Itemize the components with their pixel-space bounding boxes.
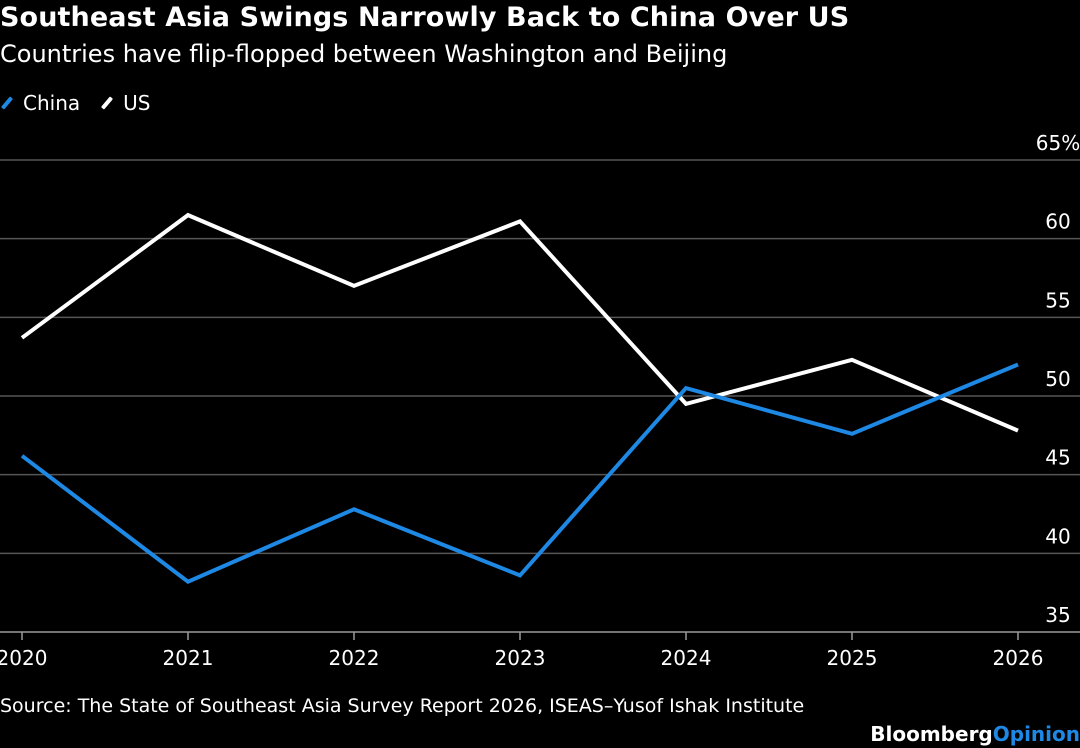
- x-tick-label: 2023: [495, 646, 546, 670]
- y-tick-label: 45: [1045, 446, 1070, 470]
- brand-logo: BloombergOpinion: [870, 722, 1080, 746]
- y-tick-label: 65%: [1036, 131, 1080, 155]
- chart-subtitle: Countries have flip-flopped between Wash…: [0, 40, 728, 68]
- x-tick-label: 2022: [329, 646, 380, 670]
- legend-item-us: US: [100, 91, 150, 115]
- x-tick-label: 2025: [827, 646, 878, 670]
- legend-item-china: China: [0, 91, 80, 115]
- x-tick-label: 2021: [163, 646, 214, 670]
- legend-label-us: US: [123, 91, 151, 115]
- brand-accent: Opinion: [992, 722, 1080, 746]
- brand-main: Bloomberg: [870, 722, 993, 746]
- y-tick-label: 50: [1045, 367, 1070, 391]
- legend: China US: [0, 90, 170, 116]
- series-line-us: [20, 212, 1019, 433]
- x-tick-label: 2020: [0, 646, 47, 670]
- source-note: Source: The State of Southeast Asia Surv…: [0, 695, 805, 717]
- x-tick-label: 2026: [993, 646, 1044, 670]
- y-tick-label: 55: [1045, 288, 1070, 312]
- series-line-china: [20, 362, 1019, 585]
- x-tick-label: 2024: [661, 646, 712, 670]
- legend-label-china: China: [23, 91, 81, 115]
- y-tick-label: 60: [1045, 210, 1070, 234]
- chart-title: Southeast Asia Swings Narrowly Back to C…: [0, 2, 850, 33]
- y-tick-label: 40: [1045, 524, 1070, 548]
- y-tick-label: 35: [1045, 603, 1070, 627]
